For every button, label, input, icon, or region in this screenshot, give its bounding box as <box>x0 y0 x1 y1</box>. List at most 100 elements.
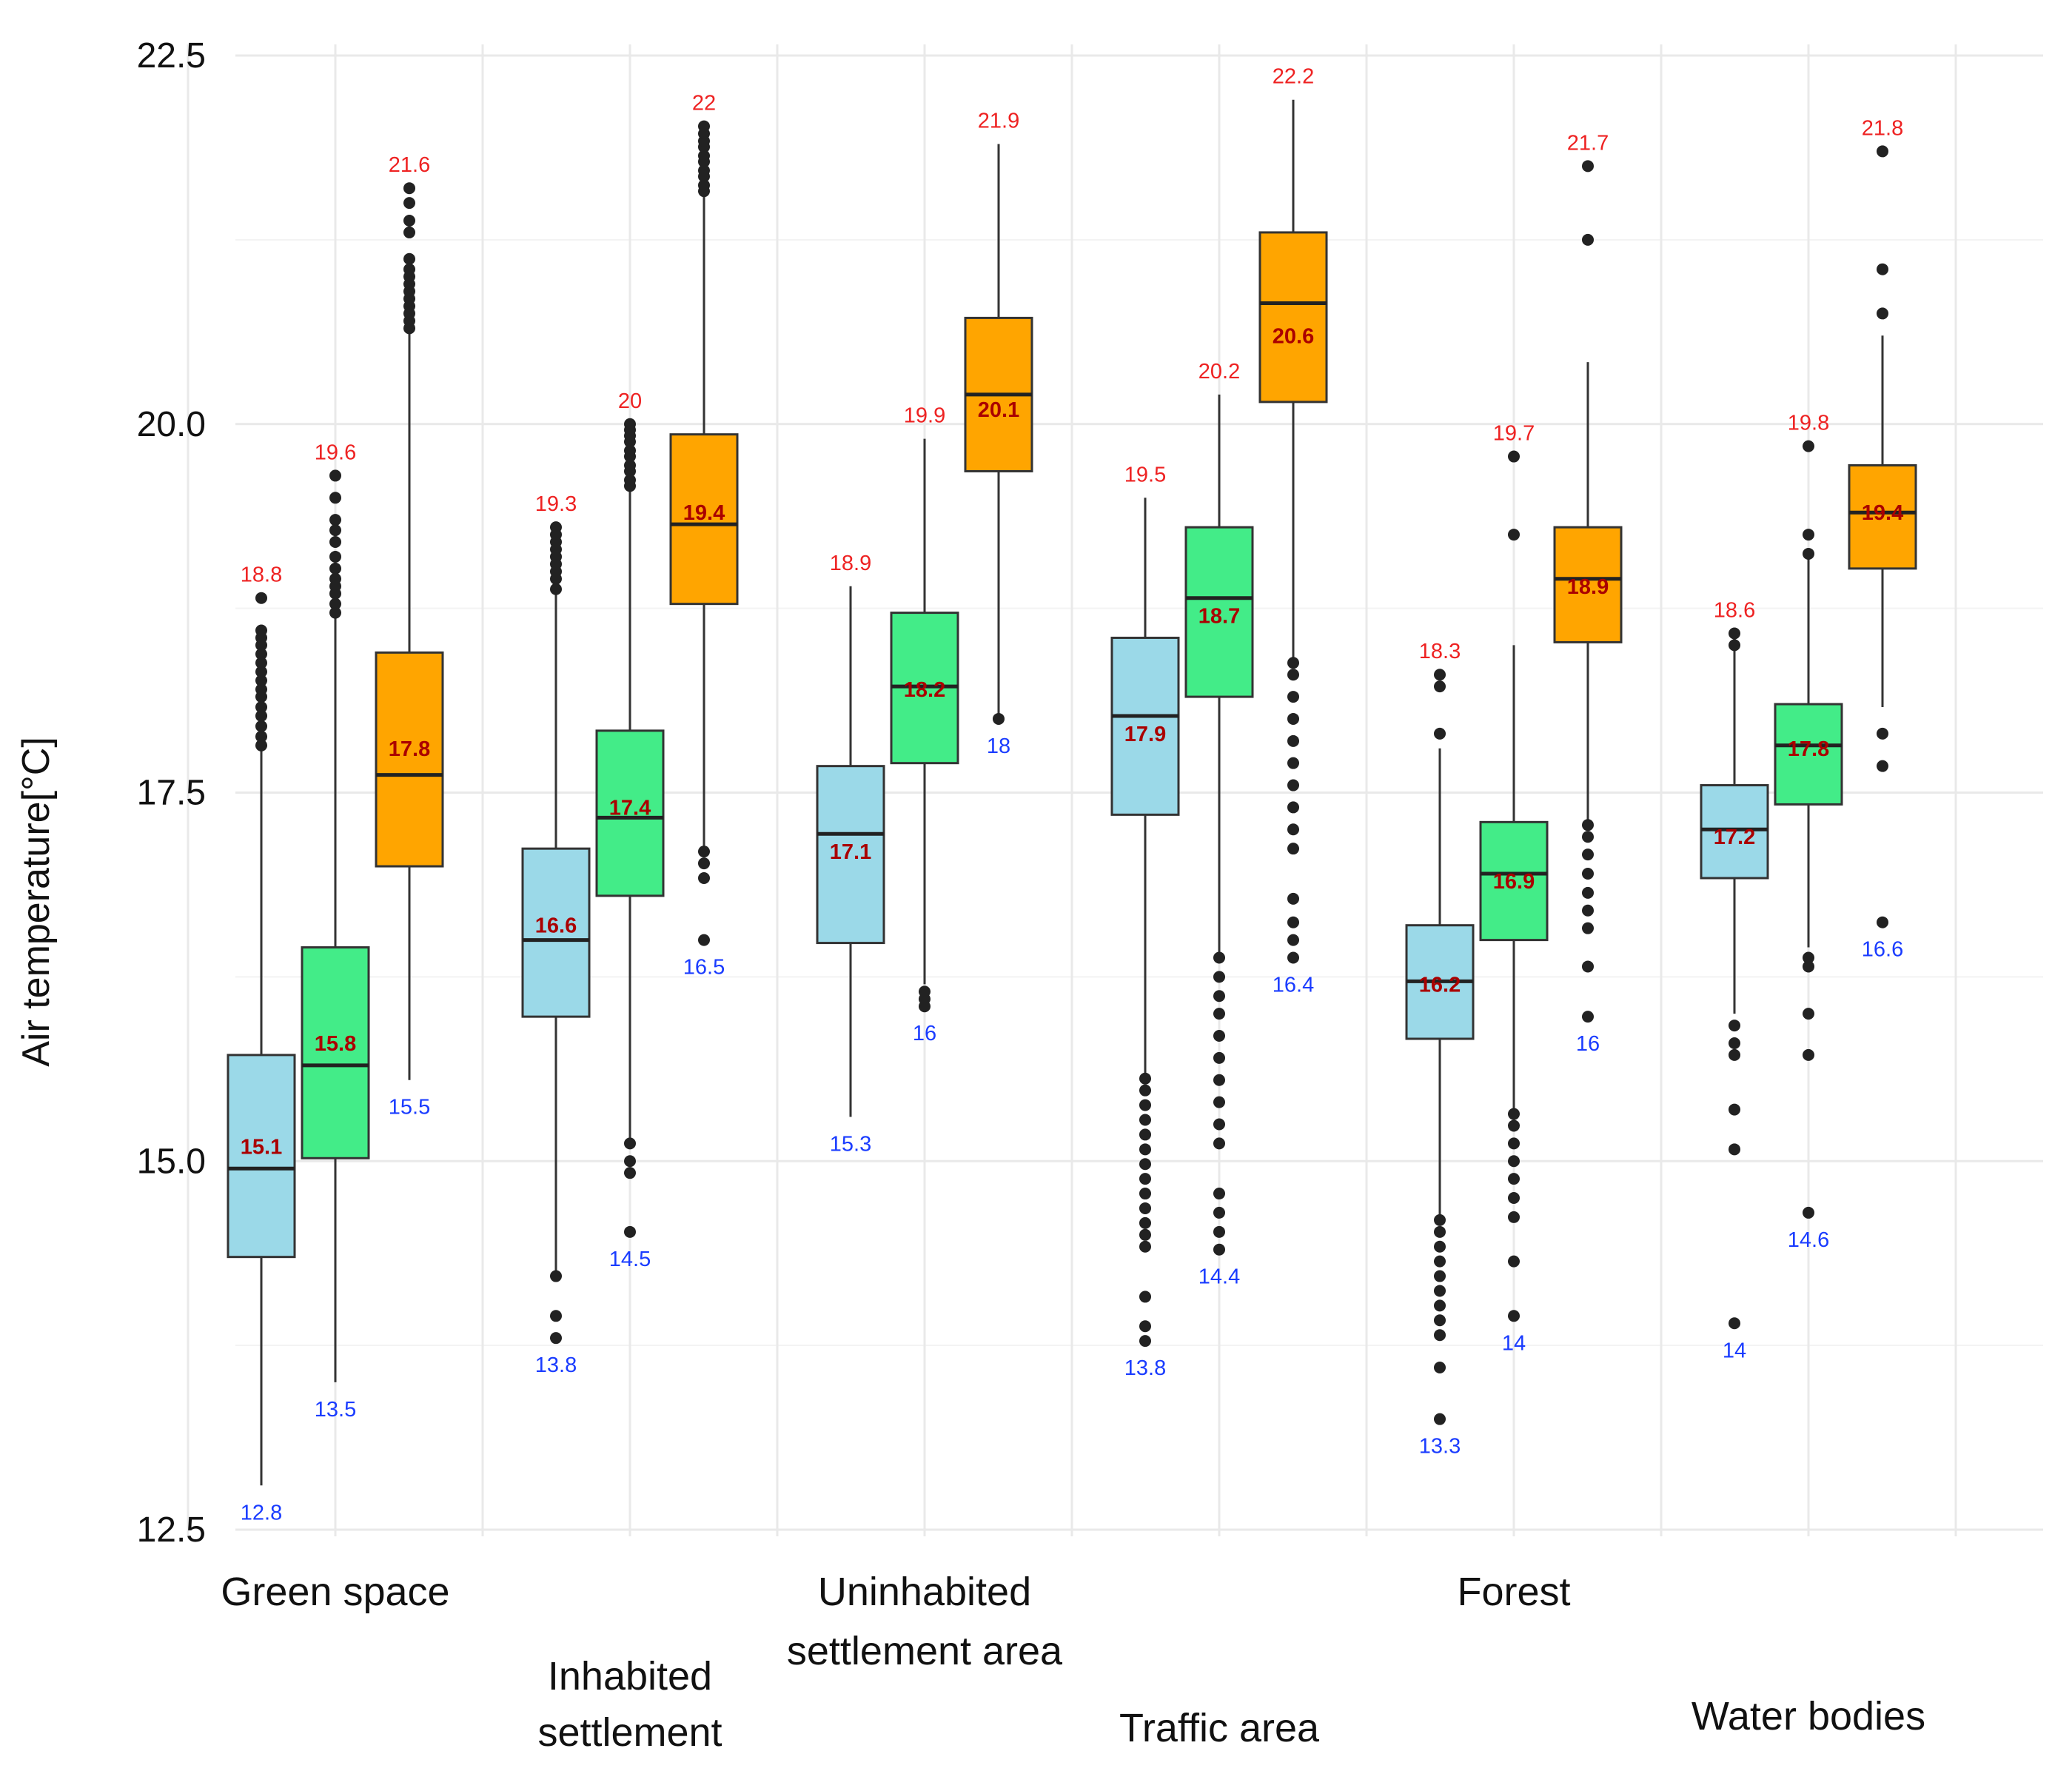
outlier-point <box>1213 1030 1225 1042</box>
outlier-point <box>1582 886 1594 899</box>
outlier-point <box>1877 145 1888 158</box>
min-value-label: 13.8 <box>535 1353 577 1377</box>
outlier-point <box>1434 1314 1446 1327</box>
outlier-point <box>1582 904 1594 917</box>
box-group: 20.2 14.4 18.7 <box>1184 360 1254 1289</box>
outlier-point <box>1508 529 1520 541</box>
outlier-point <box>993 712 1005 725</box>
mean-value-label: 18.2 <box>904 678 945 702</box>
box-iqr <box>1700 784 1769 880</box>
min-value-label: 16.6 <box>1862 938 1903 962</box>
outlier-point <box>1287 823 1299 836</box>
category-label: settlement area <box>787 1629 1063 1673</box>
outlier-point <box>1287 757 1299 769</box>
category-label: Uninhabited <box>818 1570 1031 1614</box>
box-iqr <box>1479 820 1549 942</box>
box-group: 21.6 15.5 17.8 <box>375 153 444 1119</box>
outlier-point <box>1434 1240 1446 1253</box>
outlier-point <box>1213 1137 1225 1150</box>
outlier-point <box>1434 669 1446 681</box>
min-value-label: 16 <box>1576 1032 1600 1056</box>
outlier-point <box>1582 922 1594 934</box>
outlier-point <box>1139 1188 1151 1200</box>
outlier-point <box>698 179 710 192</box>
max-value-label: 18.9 <box>830 552 871 575</box>
outlier-point <box>1287 934 1299 946</box>
outlier-point <box>1139 1320 1151 1333</box>
min-value-label: 16.5 <box>683 956 725 980</box>
outlier-point <box>329 550 341 563</box>
box-group: 21.8 16.6 19.4 <box>1848 116 1917 962</box>
outlier-point <box>1434 1214 1446 1226</box>
outlier-point <box>1877 760 1888 772</box>
outlier-point <box>1213 1008 1225 1020</box>
outlier-point <box>1729 1103 1740 1116</box>
outlier-point <box>1213 1206 1225 1219</box>
outlier-point <box>1508 450 1520 463</box>
outlier-point <box>1287 892 1299 905</box>
mean-value-label: 19.4 <box>1862 501 1903 525</box>
max-value-label: 18.8 <box>241 563 282 587</box>
mean-value-label: 17.8 <box>1788 737 1829 761</box>
outlier-point <box>624 474 636 486</box>
min-value-label: 14.4 <box>1198 1265 1240 1289</box>
max-value-label: 19.7 <box>1493 422 1535 446</box>
y-tick-label: 12.5 <box>137 1510 206 1550</box>
min-value-label: 18 <box>987 734 1010 758</box>
outlier-point <box>1287 779 1299 791</box>
box-iqr <box>1184 526 1254 698</box>
outlier-point <box>1508 1192 1520 1205</box>
outlier-point <box>1434 1413 1446 1425</box>
mean-value-label: 17.1 <box>830 840 871 864</box>
outlier-point <box>1508 1108 1520 1120</box>
box-iqr <box>1258 231 1328 404</box>
outlier-point <box>255 683 267 696</box>
outlier-point <box>1139 1173 1151 1185</box>
outlier-point <box>698 857 710 870</box>
outlier-point <box>403 263 415 275</box>
box-group: 18.3 13.3 16.2 <box>1405 640 1475 1459</box>
box-group: 18.8 12.8 15.1 <box>227 563 296 1524</box>
outlier-point <box>1729 1048 1740 1061</box>
outlier-point <box>255 720 267 732</box>
outlier-point <box>1287 657 1299 669</box>
outlier-point <box>255 657 267 669</box>
max-value-label: 20 <box>618 389 642 413</box>
outlier-point <box>1434 1255 1446 1268</box>
min-value-label: 16.4 <box>1273 973 1314 997</box>
outlier-point <box>1287 669 1299 681</box>
outlier-point <box>1508 1310 1520 1322</box>
outlier-point <box>255 730 267 743</box>
outlier-point <box>329 598 341 610</box>
box-group: 19.5 13.8 17.9 <box>1110 463 1180 1380</box>
mean-value-label: 17.4 <box>609 796 651 820</box>
mean-value-label: 17.8 <box>389 737 430 761</box>
outlier-point <box>698 871 710 884</box>
outlier-point <box>255 624 267 637</box>
outlier-point <box>624 1137 636 1150</box>
outlier-point <box>698 150 710 162</box>
min-value-label: 15.5 <box>389 1096 430 1119</box>
outlier-point <box>698 934 710 946</box>
outlier-point <box>1434 1361 1446 1373</box>
box-iqr <box>375 651 444 868</box>
outlier-point <box>624 459 636 472</box>
max-value-label: 22.2 <box>1273 65 1314 89</box>
outlier-point <box>1729 1143 1740 1156</box>
mean-value-label: 18.7 <box>1198 605 1240 629</box>
outlier-point <box>550 1270 562 1282</box>
box-iqr <box>227 1054 296 1259</box>
outlier-point <box>255 709 267 722</box>
box-group: 19.7 14 16.9 <box>1479 422 1549 1355</box>
outlier-point <box>1803 951 1814 964</box>
outlier-point <box>1139 1240 1151 1253</box>
y-axis: 12.5 15.0 17.5 20.0 22.5 <box>137 36 206 1550</box>
outlier-point <box>919 985 931 998</box>
box-iqr <box>1110 636 1180 816</box>
outlier-point <box>1434 1329 1446 1342</box>
box-group: 19.9 16 18.2 <box>890 404 959 1045</box>
outlier-point <box>1213 1074 1225 1086</box>
outlier-point <box>698 164 710 177</box>
max-value-label: 21.9 <box>978 109 1019 133</box>
